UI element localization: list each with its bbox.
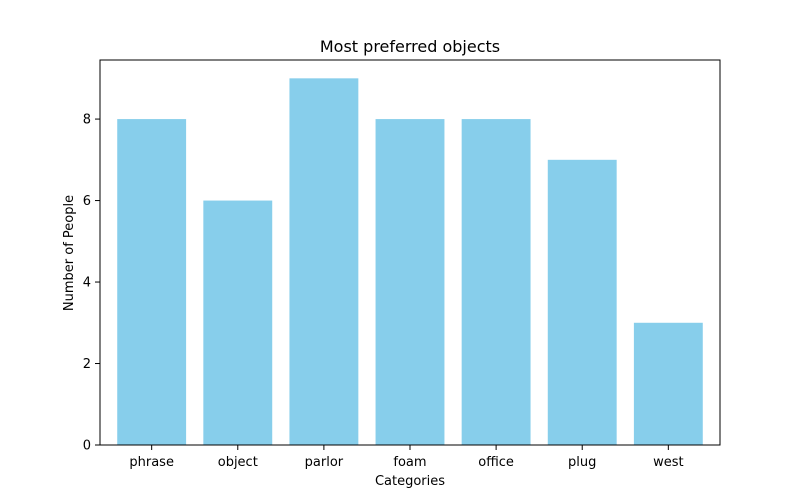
y-axis-ticks: 0 2 4 6 8 (83, 113, 100, 454)
x-tick-label-west: west (653, 455, 684, 470)
bar-west (633, 322, 703, 445)
y-tick-label: 6 (83, 194, 91, 209)
bar-object (203, 200, 273, 445)
x-axis-ticks: phrase object parlor foam office plug west (129, 445, 684, 470)
x-tick-label-foam: foam (393, 455, 426, 470)
y-tick-label: 0 (83, 439, 91, 454)
bars-group (117, 78, 703, 446)
plot-frame (99, 59, 721, 446)
x-tick-label-plug: plug (568, 455, 596, 470)
chart-title: Most preferred objects (320, 37, 500, 56)
y-axis-label: Number of People (62, 195, 77, 311)
y-tick-label: 8 (83, 113, 91, 128)
x-tick-label-office: office (478, 455, 514, 470)
x-axis-label: Categories (375, 474, 445, 489)
bar-parlor (289, 78, 359, 445)
x-tick-label-parlor: parlor (305, 455, 344, 470)
bar-phrase (117, 119, 187, 446)
bar-foam (375, 119, 445, 446)
y-tick-label: 4 (83, 276, 91, 291)
bar-plug (547, 159, 617, 445)
y-tick-label: 2 (83, 357, 91, 372)
x-tick-label-phrase: phrase (129, 455, 174, 470)
x-tick-label-object: object (218, 455, 258, 470)
bar-office (461, 119, 531, 446)
